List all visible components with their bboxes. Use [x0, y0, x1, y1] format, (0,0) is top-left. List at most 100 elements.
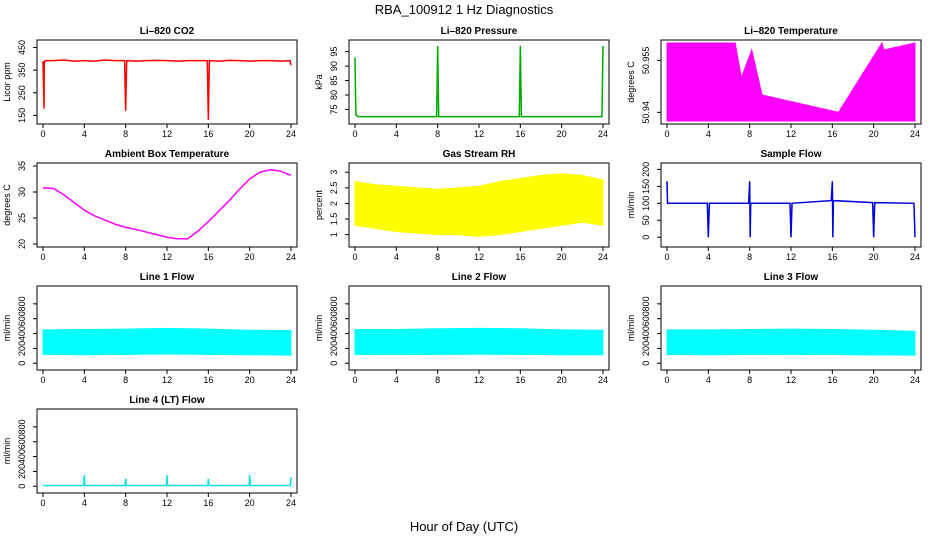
x-tick-label: 24: [910, 129, 920, 139]
y-tick-label: 1: [329, 232, 339, 237]
x-tick-label: 20: [869, 375, 879, 385]
y-tick-label: 0: [329, 361, 339, 366]
y-axis-label: ml/min: [626, 192, 636, 219]
panel-title: Sample Flow: [760, 149, 821, 160]
y-tick-label: 400: [17, 326, 27, 341]
x-tick-label: 20: [245, 252, 255, 262]
y-axis-label: degrees C: [626, 61, 636, 103]
panel-title: Line 3 Flow: [764, 272, 819, 283]
x-tick-label: 0: [352, 252, 357, 262]
x-tick-label: 4: [394, 129, 399, 139]
y-tick-label: 0: [641, 361, 651, 366]
series-line: [42, 168, 292, 240]
y-tick-label: 600: [329, 311, 339, 326]
x-tick-label: 12: [162, 252, 172, 262]
x-tick-label: 0: [352, 375, 357, 385]
x-tick-label: 12: [162, 498, 172, 508]
x-tick-label: 16: [515, 129, 525, 139]
y-tick-label: 0: [17, 361, 27, 366]
panel-title: Li–820 Pressure: [441, 26, 518, 37]
x-tick-label: 4: [706, 375, 711, 385]
x-tick-label: 0: [40, 252, 45, 262]
y-tick-label: 800: [17, 419, 27, 434]
y-axis-label: ml/min: [314, 315, 324, 342]
x-tick-label: 12: [786, 129, 796, 139]
x-tick-label: 16: [203, 129, 213, 139]
y-tick-label: 0: [641, 235, 651, 240]
y-tick-label: 100: [641, 196, 651, 211]
y-tick-label: 350: [17, 63, 27, 78]
series-group: [666, 181, 916, 238]
y-tick-label: 200: [641, 162, 651, 177]
x-tick-label: 20: [245, 498, 255, 508]
y-tick-label: 50.94: [641, 101, 651, 124]
y-tick-label: 200: [641, 341, 651, 356]
x-tick-label: 20: [557, 375, 567, 385]
x-tick-label: 0: [40, 129, 45, 139]
chart-panel-co2: Li–820 CO2 Licor ppm 0 4 8 12 16 20 24 150 250 350 4…: [2, 26, 298, 139]
y-tick-label: 600: [17, 434, 27, 449]
y-tick-label: 0: [17, 484, 27, 489]
x-tick-label: 20: [869, 129, 879, 139]
x-tick-label: 8: [123, 129, 128, 139]
x-tick-label: 20: [245, 375, 255, 385]
x-tick-label: 12: [474, 129, 484, 139]
chart-panel-rh: Gas Stream RH percent 0 4 8 12 16 20 24 1 1.5 2 2.5 3: [314, 149, 610, 262]
chart-panel-line2: Line 2 Flow ml/min 0 4 8 12 16 20 24 0 20040060080…: [314, 272, 610, 385]
y-axis-label: degrees C: [2, 184, 12, 226]
y-tick-label: 800: [641, 296, 651, 311]
series-band: [42, 327, 292, 356]
series-group: [42, 59, 292, 120]
panel-title: Gas Stream RH: [443, 149, 516, 160]
x-tick-label: 4: [394, 252, 399, 262]
y-tick-label: 1.5: [329, 213, 339, 226]
x-tick-label: 20: [557, 129, 567, 139]
chart-panel-box_temp: Ambient Box Temperature degrees C 0 4 8 12 16 2…: [2, 149, 298, 262]
series-group: [354, 45, 604, 118]
plot-frame: [348, 39, 610, 125]
figure-x-axis-label: Hour of Day (UTC): [410, 519, 518, 534]
x-tick-label: 16: [827, 129, 837, 139]
y-tick-label: 85: [329, 76, 339, 86]
x-tick-label: 8: [435, 129, 440, 139]
x-tick-label: 16: [203, 498, 213, 508]
x-tick-label: 16: [515, 252, 525, 262]
series-group: [42, 168, 292, 240]
series-line: [43, 475, 292, 487]
x-tick-label: 24: [598, 129, 608, 139]
plot-frame: [660, 285, 922, 371]
plot-frame: [36, 39, 298, 125]
series-group: [43, 475, 292, 487]
panel-title: Li–820 Temperature: [744, 26, 838, 37]
x-tick-label: 20: [869, 252, 879, 262]
x-tick-label: 4: [706, 129, 711, 139]
x-tick-label: 24: [598, 252, 608, 262]
y-axis-label: kPa: [314, 74, 324, 90]
y-tick-label: 400: [329, 326, 339, 341]
y-tick-label: 150: [17, 108, 27, 123]
series-band: [354, 327, 604, 356]
x-tick-label: 24: [286, 129, 296, 139]
x-tick-label: 8: [123, 375, 128, 385]
panel-title: Ambient Box Temperature: [105, 149, 230, 160]
chart-panel-licor_temp: Li–820 Temperature degrees C 0 4 8 12 16 20 24 50…: [626, 26, 922, 139]
x-tick-label: 16: [827, 375, 837, 385]
y-tick-label: 30: [17, 187, 27, 197]
y-axis-label: Licor ppm: [2, 62, 12, 102]
x-tick-label: 24: [286, 252, 296, 262]
series-group: [354, 173, 604, 237]
y-tick-label: 50.955: [641, 47, 651, 75]
y-axis-label: percent: [314, 189, 324, 220]
x-tick-label: 24: [598, 375, 608, 385]
x-tick-label: 4: [82, 498, 87, 508]
x-tick-label: 16: [203, 375, 213, 385]
panel-title: Li–820 CO2: [140, 26, 195, 37]
series-group: [666, 328, 916, 356]
y-tick-label: 800: [17, 296, 27, 311]
x-tick-label: 8: [123, 252, 128, 262]
y-tick-label: 250: [17, 85, 27, 100]
x-tick-label: 4: [82, 252, 87, 262]
x-tick-label: 0: [40, 498, 45, 508]
y-tick-label: 200: [17, 341, 27, 356]
x-tick-label: 0: [40, 375, 45, 385]
